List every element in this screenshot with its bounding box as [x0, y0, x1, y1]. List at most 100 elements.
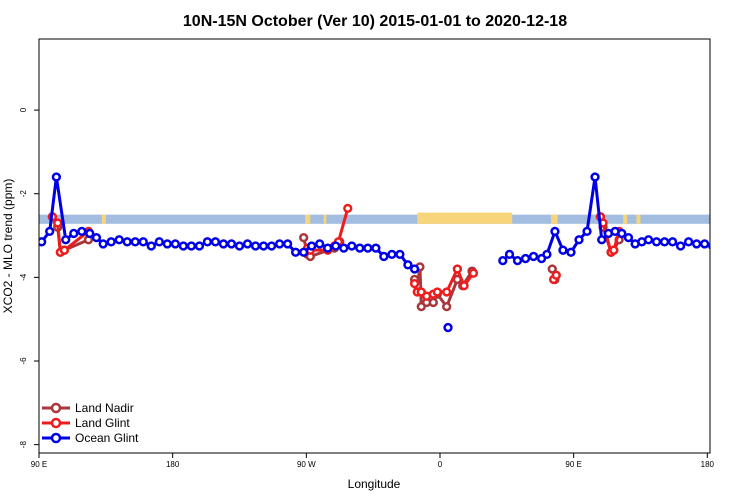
ocean-glint-point	[307, 241, 317, 251]
ocean-glint-point	[498, 255, 508, 266]
ocean-glint-point	[339, 243, 349, 253]
ocean-glint-point	[69, 228, 79, 239]
ocean-glint-point	[651, 237, 662, 247]
land-glint-point	[409, 278, 420, 289]
y-tick-label: 0	[19, 107, 28, 112]
ocean-glint-point	[395, 249, 405, 260]
legend-marker-land-glint	[50, 417, 62, 429]
ocean-glint-point	[566, 247, 576, 257]
ocean-glint-point	[371, 243, 381, 253]
land-segment	[550, 214, 558, 224]
ocean-glint-point	[282, 239, 293, 249]
ocean-glint-point	[379, 251, 389, 262]
ocean-glint-point	[597, 235, 607, 245]
ocean-glint-point	[659, 237, 670, 247]
y-tick-label: -2	[19, 190, 28, 198]
x-tick-label: 180	[701, 460, 715, 469]
ocean-glint-point	[315, 239, 325, 249]
land-segment	[101, 214, 106, 224]
ocean-glint-point	[542, 249, 552, 260]
land-segment	[623, 214, 628, 224]
ocean-glint-point	[45, 226, 55, 237]
ocean-glint-point	[266, 241, 277, 251]
ocean-glint-point	[403, 260, 413, 270]
ocean-glint-point	[106, 237, 116, 247]
plot-area: 90 E 180 90 W 0 90 E 180 0 -2 -4 -6 -8 Land NadirLa…	[19, 38, 715, 469]
ocean-glint-point	[643, 235, 654, 245]
ocean-glint-point	[186, 241, 197, 251]
ocean-glint-point	[85, 228, 95, 239]
ocean-glint-point	[590, 172, 600, 182]
x-tick-label: 0	[438, 460, 443, 469]
ocean-glint-point	[91, 232, 102, 243]
land-glint-point	[459, 281, 469, 291]
land-glint-point	[609, 245, 619, 255]
ocean-glint-point	[274, 239, 285, 249]
legend-marker-land-nadir	[50, 402, 62, 414]
y-tick-label: -4	[19, 273, 28, 281]
ocean-glint-point	[114, 235, 124, 245]
land-segment	[636, 214, 641, 224]
land-glint-point	[432, 287, 442, 297]
ocean-glint-point	[210, 237, 221, 247]
ocean-glint-point	[98, 239, 108, 249]
ocean-glint-point	[290, 247, 301, 257]
x-axis-label: Longitude	[348, 477, 401, 491]
land-nadir-point	[442, 301, 452, 312]
ocean-glint-point	[574, 235, 584, 245]
ocean-glint-point	[218, 239, 229, 249]
ocean-glint-point	[623, 232, 634, 243]
land-glint-point	[442, 287, 452, 297]
land-nadir-point	[299, 232, 309, 243]
ocean-glint-point	[700, 239, 710, 249]
ocean-glint-point	[363, 243, 373, 253]
land-segment	[304, 214, 311, 224]
ocean-glint-point	[39, 237, 47, 247]
latitude-band	[39, 214, 710, 224]
legend-label-land-glint: Land Glint	[75, 416, 130, 430]
ocean-glint-point	[154, 237, 164, 247]
ocean-glint-point	[347, 241, 357, 251]
ocean-glint-point	[691, 239, 702, 249]
ocean-glint-point	[138, 237, 148, 247]
ocean-glint-point	[242, 239, 253, 249]
ocean-glint-point	[77, 226, 87, 237]
ocean-glint-point	[130, 237, 140, 247]
ocean-glint-point	[178, 241, 189, 251]
land-nadir-point	[428, 297, 438, 308]
ocean-glint-point	[387, 249, 397, 260]
x-tick-label: 90 E	[565, 460, 581, 469]
ocean-glint-point	[122, 237, 132, 247]
ocean-glint-point	[443, 322, 453, 333]
ocean-glint-point	[355, 243, 365, 253]
ocean-glint-point	[409, 264, 420, 274]
land-glint-point	[59, 245, 70, 255]
x-tick-label: 180	[166, 460, 180, 469]
chart-title: 10N-15N October (Ver 10) 2015-01-01 to 2…	[183, 13, 567, 30]
ocean-glint-point	[667, 237, 678, 247]
land-segment	[417, 212, 513, 224]
ocean-glint-point	[550, 226, 560, 237]
ocean-glint-point	[202, 237, 213, 247]
land-nadir-point	[547, 264, 557, 274]
y-axis-label: XCO2 - MLO trend (ppm)	[1, 179, 15, 314]
land-glint-point	[53, 218, 63, 228]
land-glint-point	[452, 264, 463, 274]
ocean-glint-point	[708, 242, 710, 250]
ocean-glint-point	[528, 251, 539, 262]
y-tick-label: -8	[19, 441, 28, 449]
ocean-glint-point	[504, 249, 515, 260]
land-glint-point	[468, 268, 479, 278]
ocean-glint-point	[61, 235, 71, 245]
ocean-glint-point	[299, 247, 309, 257]
ocean-glint-point	[323, 243, 333, 253]
x-tick-label: 90 W	[297, 460, 316, 469]
ocean-glint-point	[558, 245, 568, 255]
ocean-glint-point	[331, 241, 341, 251]
ocean-glint-point	[512, 255, 523, 266]
legend-label-land-nadir: Land Nadir	[75, 401, 134, 415]
ocean-glint-point	[258, 241, 269, 251]
ocean-glint-point	[234, 241, 245, 251]
series-group	[39, 172, 710, 333]
